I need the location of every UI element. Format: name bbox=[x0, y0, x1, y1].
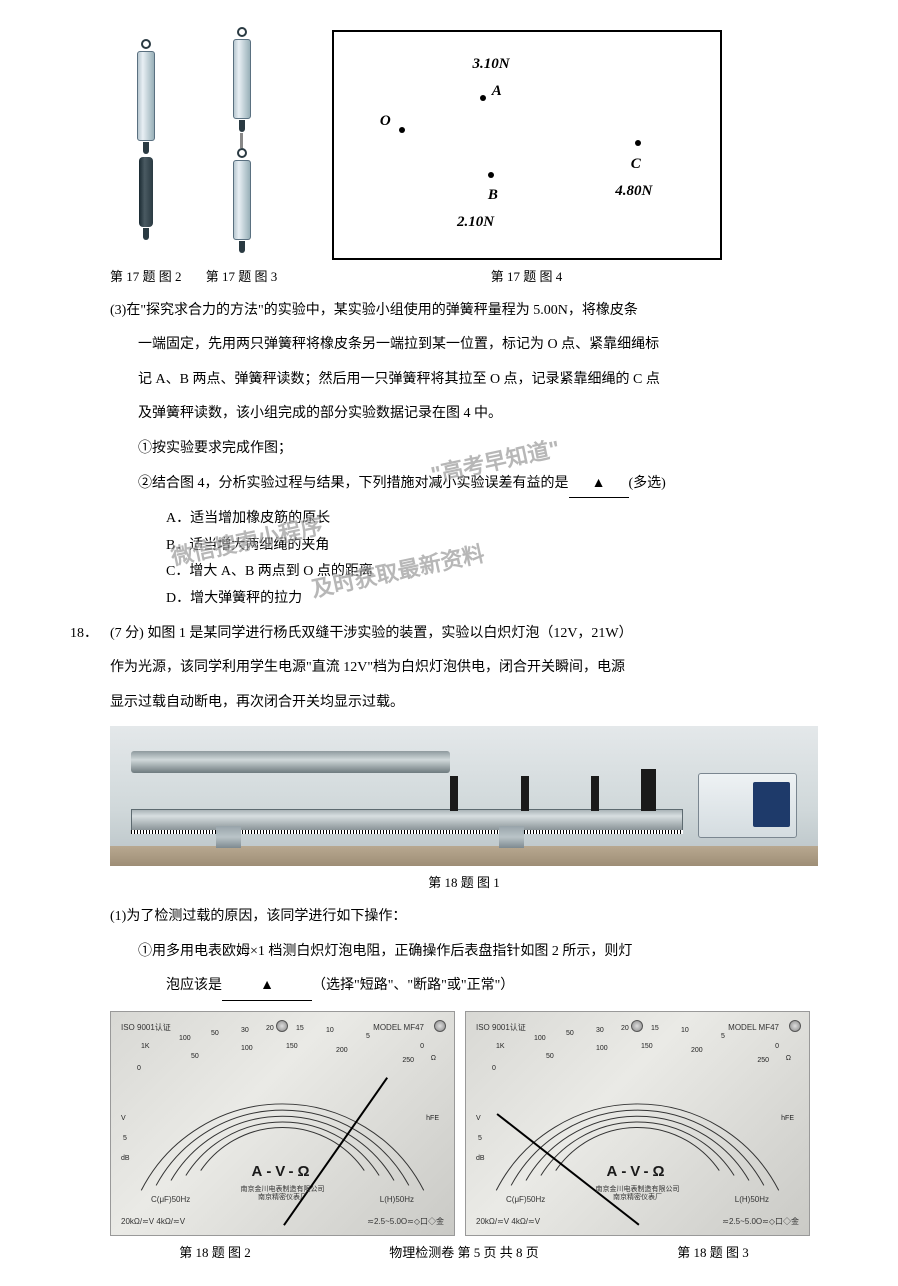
label-O: O bbox=[380, 107, 391, 136]
q18-intro2: 作为光源，该同学利用学生电源"直流 12V"档为白炽灯泡供电，闭合开关瞬间，电源 bbox=[110, 655, 818, 682]
maker-text-3: 南京金川电表制造有限公司南京精密仪表厂 bbox=[596, 1186, 680, 1203]
point-A bbox=[480, 95, 486, 101]
q18-sub1-line2: 泡应该是▲（选择"短路"、"断路"或"正常"） bbox=[110, 973, 818, 1001]
avo-text-2: A-V-Ω bbox=[251, 1158, 313, 1187]
bottom-left-2: C(μF)50Hz bbox=[151, 1192, 190, 1207]
q17-sub2: ②结合图 4，分析实验过程与结果，下列措施对减小实验误差有益的是▲(多选) bbox=[110, 471, 818, 499]
q17-part3-line1: (3)在"探究求合力的方法"的实验中，某实验小组使用的弹簧秤量程为 5.00N，… bbox=[110, 298, 818, 325]
fig18-1-caption: 第 18 题 图 1 bbox=[110, 871, 818, 896]
value-B: 2.10N bbox=[457, 208, 494, 237]
figure-row-17: 第 17 题 图 2 第 17 题 图 3 3.10N A O B 2.10N bbox=[110, 20, 818, 290]
spring-scale-fig2 bbox=[116, 20, 176, 260]
maker-text-2: 南京金川电表制造有限公司南京精密仪表厂 bbox=[241, 1186, 325, 1203]
fig18-3-caption: 第 18 题 图 3 bbox=[677, 1241, 749, 1266]
point-O bbox=[399, 127, 405, 133]
fig17-3-caption: 第 17 题 图 3 bbox=[206, 265, 278, 290]
q18-points: (7 分) bbox=[110, 626, 144, 641]
q18-number: 18． bbox=[70, 621, 110, 648]
bottom-range-2: ≂2.5~5.0O≂◇口◇金 bbox=[367, 1214, 444, 1229]
bottom-right-3: L(H)50Hz bbox=[735, 1192, 769, 1207]
q18-sub1-before: 泡应该是 bbox=[166, 978, 222, 993]
q18-intro3: 显示过载自动断电，再次闭合开关均显示过载。 bbox=[110, 690, 818, 717]
q17-sub1: ①按实验要求完成作图； bbox=[110, 436, 818, 463]
bottom-scale-2: 20kΩ/≂V 4kΩ/≂V bbox=[121, 1214, 185, 1229]
fig17-2-container: 第 17 题 图 2 bbox=[110, 20, 182, 290]
q17-optB: B．适当增大两细绳的夹角 bbox=[110, 533, 818, 560]
q17-optA: A．适当增加橡皮筋的原长 bbox=[110, 506, 818, 533]
optical-bench-photo bbox=[110, 726, 818, 866]
point-C bbox=[635, 140, 641, 146]
fig17-3-container: 第 17 题 图 3 bbox=[202, 20, 282, 290]
force-diagram: 3.10N A O B 2.10N C 4.80N bbox=[332, 30, 722, 260]
label-C: C bbox=[631, 150, 641, 179]
q17-part3-line4: 及弹簧秤读数，该小组完成的部分实验数据记录在图 4 中。 bbox=[110, 401, 818, 428]
value-C: 4.80N bbox=[615, 177, 652, 206]
q18-blank[interactable]: ▲ bbox=[222, 973, 312, 1001]
fig17-4-caption: 第 17 题 图 4 bbox=[491, 265, 563, 290]
q17-sub2-after: (多选) bbox=[629, 476, 666, 491]
q18-intro: 18． (7 分) 如图 1 是某同学进行杨氏双缝干涉实验的装置，实验以白炽灯泡… bbox=[70, 621, 818, 648]
label-A: A bbox=[492, 77, 502, 106]
watermark-region: ②结合图 4，分析实验过程与结果，下列措施对减小实验误差有益的是▲(多选) A．… bbox=[110, 471, 818, 613]
page-info: 物理检测卷 第 5 页 共 8 页 bbox=[389, 1241, 539, 1266]
q18-part1: (1)为了检测过载的原因，该同学进行如下操作： bbox=[110, 904, 818, 931]
multimeter-fig2: ISO 9001认证 MODEL MF47 1K 100 50 30 20 15… bbox=[110, 1011, 455, 1236]
bottom-scale-3: 20kΩ/≂V 4kΩ/≂V bbox=[476, 1214, 540, 1229]
meter-row: ISO 9001认证 MODEL MF47 1K 100 50 30 20 15… bbox=[110, 1011, 818, 1236]
fig17-2-caption: 第 17 题 图 2 bbox=[110, 265, 182, 290]
q17-optC: C．增大 A、B 两点到 O 点的距离 bbox=[110, 559, 818, 586]
q17-sub2-before: ②结合图 4，分析实验过程与结果，下列措施对减小实验误差有益的是 bbox=[138, 476, 569, 491]
point-B bbox=[488, 172, 494, 178]
label-B: B bbox=[488, 181, 498, 210]
q17-part3-line3: 记 A、B 两点、弹簧秤读数；然后用一只弹簧秤将其拉至 O 点，记录紧靠细绳的 … bbox=[110, 367, 818, 394]
q17-optD: D．增大弹簧秤的拉力 bbox=[110, 586, 818, 613]
bottom-left-3: C(μF)50Hz bbox=[506, 1192, 545, 1207]
q17-blank[interactable]: ▲ bbox=[569, 471, 629, 499]
q18-sub1-after: （选择"短路"、"断路"或"正常"） bbox=[312, 978, 514, 993]
q18-sub1-line1: ①用多用电表欧姆×1 档测白炽灯泡电阻，正确操作后表盘指针如图 2 所示，则灯 bbox=[110, 939, 818, 966]
bottom-range-3: ≂2.5~5.0O≂◇口◇金 bbox=[722, 1214, 799, 1229]
footer-row: 第 18 题 图 2 物理检测卷 第 5 页 共 8 页 第 18 题 图 3 bbox=[110, 1241, 818, 1266]
q17-part3-line2: 一端固定，先用两只弹簧秤将橡皮条另一端拉到某一位置，标记为 O 点、紧靠细绳标 bbox=[110, 332, 818, 359]
q18-intro1: 如图 1 是某同学进行杨氏双缝干涉实验的装置，实验以白炽灯泡（12V，21W） bbox=[147, 626, 632, 641]
fig18-2-caption: 第 18 题 图 2 bbox=[179, 1241, 251, 1266]
spring-scale-fig3 bbox=[202, 20, 282, 260]
avo-text-3: A-V-Ω bbox=[606, 1158, 668, 1187]
multimeter-fig3: ISO 9001认证 MODEL MF47 1K 100 50 30 20 15… bbox=[465, 1011, 810, 1236]
fig17-4-container: 3.10N A O B 2.10N C 4.80N 第 17 题 图 4 bbox=[332, 30, 722, 290]
value-A: 3.10N bbox=[472, 50, 509, 79]
bottom-right-2: L(H)50Hz bbox=[380, 1192, 414, 1207]
